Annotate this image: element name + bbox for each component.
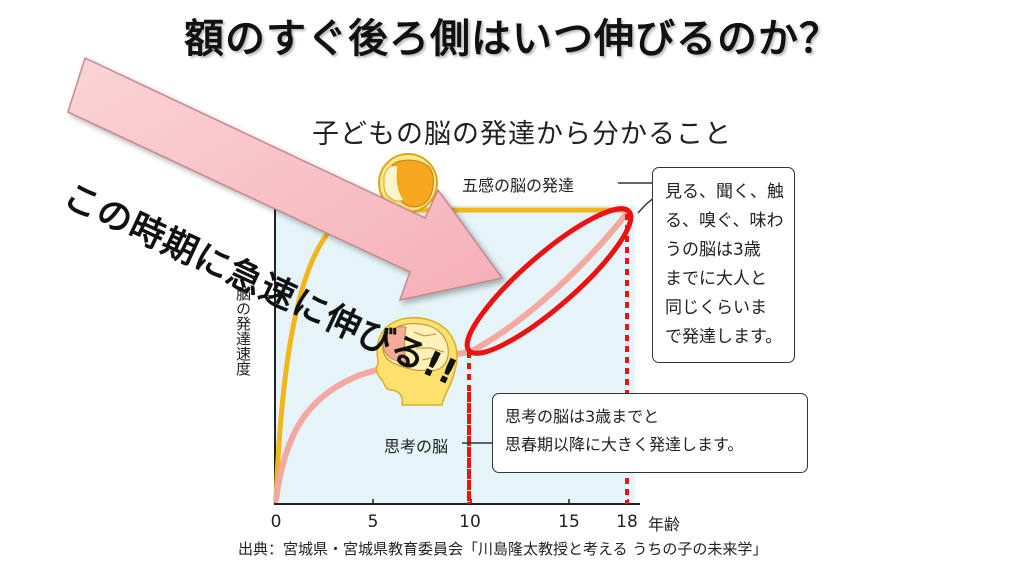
senses-note-box: 見る、聞く、触 る、嗅ぐ、味わ うの脳は3歳 までに大人と 同じくらいま で発達…	[652, 167, 795, 363]
x-tick-15: 15	[558, 512, 580, 532]
note-line: 見る、聞く、触	[665, 182, 784, 202]
note-line: うの脳は3歳	[665, 240, 761, 260]
note-line: 同じくらいま	[665, 298, 767, 318]
y-axis-label: 脳の発達速度	[234, 286, 252, 376]
note-line: る、嗅ぐ、味わ	[665, 211, 784, 231]
senses-brain-icon	[378, 153, 438, 213]
note-line: 思考の脳は3歳までと	[505, 407, 660, 426]
note-line: 思春期以降に大きく発達します。	[505, 435, 744, 454]
senses-series-label: 五感の脳の発達	[462, 176, 575, 195]
note-line: で発達します。	[665, 327, 783, 347]
x-tick-10: 10	[459, 512, 481, 532]
x-axis-label: 年齢	[648, 515, 681, 534]
source-citation: 出典：宮城県・宮城県教育委員会「川島隆太教授と考える うちの子の未来学」	[238, 540, 768, 558]
slide-title: 額のすぐ後ろ側はいつ伸びるのか？	[184, 16, 840, 62]
thinking-head-icon	[375, 316, 458, 406]
thinking-note-box: 思考の脳は3歳までと 思春期以降に大きく発達します。	[492, 393, 808, 473]
highlight-ellipse	[464, 206, 634, 356]
note-line: までに大人と	[665, 269, 767, 289]
x-tick-5: 5	[367, 512, 379, 532]
thinking-series-label: 思考の脳	[384, 437, 449, 456]
x-tick-0: 0	[270, 512, 282, 532]
x-tick-18: 18	[616, 512, 638, 532]
